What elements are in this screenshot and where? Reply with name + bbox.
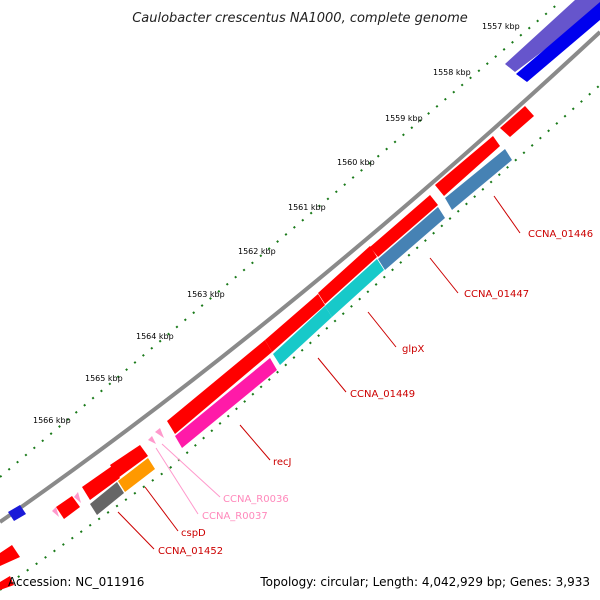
cds-reverse-1557-outer[interactable] xyxy=(505,0,600,72)
scale-label-1566: 1566 kbp xyxy=(33,416,71,425)
scale-label-1560: 1560 kbp xyxy=(337,158,375,167)
rna-small-1565[interactable] xyxy=(74,492,81,503)
gene-label-ccna-01446[interactable]: CCNA_01446 xyxy=(528,229,593,240)
leader-ccna-01452 xyxy=(117,511,155,550)
cds-reverse-ccna-01446[interactable] xyxy=(445,149,512,210)
accession-text: Accession: NC_011916 xyxy=(8,575,144,589)
scale-label-1564: 1564 kbp xyxy=(136,332,174,341)
outer-tick-ring xyxy=(0,1,561,478)
cds-reverse-1566[interactable] xyxy=(8,505,26,521)
gene-label-recj[interactable]: recJ xyxy=(273,457,292,468)
cds-reverse-recj[interactable] xyxy=(175,358,277,448)
gene-label-ccna-r0036[interactable]: CCNA_R0036 xyxy=(223,494,289,505)
scale-label-1561: 1561 kbp xyxy=(288,203,326,212)
cds-forward-ccna-01447[interactable] xyxy=(370,195,438,257)
cds-reverse-1557-inner[interactable] xyxy=(516,2,600,82)
cds-forward-1566a[interactable] xyxy=(56,496,80,519)
scale-label-1563: 1563 kbp xyxy=(187,290,225,299)
cds-reverse-1566-tail[interactable] xyxy=(0,576,14,590)
leader-r0037 xyxy=(155,447,199,515)
inner-tick-ring-upper xyxy=(169,84,600,469)
rna-r0036[interactable] xyxy=(155,428,164,438)
cds-reverse-ccna-01447[interactable] xyxy=(378,207,445,270)
leader-ccna-01447 xyxy=(429,257,459,294)
cds-forward-1566b[interactable] xyxy=(0,545,20,566)
cds-reverse-ccna-01449[interactable] xyxy=(273,306,332,365)
gene-label-ccna-01452[interactable]: CCNA_01452 xyxy=(158,546,223,557)
inner-tick-ring-lower xyxy=(0,467,171,591)
leader-glpx xyxy=(367,311,397,348)
scale-label-1559: 1559 kbp xyxy=(385,114,423,123)
label-leaders xyxy=(117,195,521,550)
rna-small-1566[interactable] xyxy=(52,507,59,517)
scale-label-1557: 1557 kbp xyxy=(482,22,520,31)
scale-label-1562: 1562 kbp xyxy=(238,247,276,256)
gene-label-ccna-01449[interactable]: CCNA_01449 xyxy=(350,389,415,400)
cds-reverse-ccna-01452[interactable] xyxy=(90,482,124,515)
leader-ccna-01449 xyxy=(317,357,347,393)
cds-forward-1563[interactable] xyxy=(265,294,325,352)
rna-r0037[interactable] xyxy=(148,436,156,444)
leader-recj xyxy=(239,424,271,461)
cds-reverse-glpx[interactable] xyxy=(325,259,384,317)
leader-cspd xyxy=(144,486,179,532)
genome-summary-text: Topology: circular; Length: 4,042,929 bp… xyxy=(259,575,590,589)
cds-forward-1559[interactable] xyxy=(500,106,534,137)
cds-forward-glpx[interactable] xyxy=(318,246,377,304)
scale-label-1565: 1565 kbp xyxy=(85,374,123,383)
cds-forward-1565a[interactable] xyxy=(110,445,148,478)
scale-labels: 1557 kbp 1558 kbp 1559 kbp 1560 kbp 1561… xyxy=(33,22,520,425)
leader-r0036 xyxy=(161,443,221,498)
gene-labels: CCNA_01446 CCNA_01447 glpX CCNA_01449 re… xyxy=(158,229,593,557)
scale-label-1558: 1558 kbp xyxy=(433,68,471,77)
gene-label-glpx[interactable]: glpX xyxy=(402,344,424,355)
gene-label-cspd[interactable]: cspD xyxy=(181,528,206,539)
gene-label-ccna-01447[interactable]: CCNA_01447 xyxy=(464,289,529,300)
cds-forward-ccna-01446[interactable] xyxy=(435,136,500,196)
cds-forward-1565b[interactable] xyxy=(82,466,120,500)
genome-backbone xyxy=(0,30,600,524)
gene-label-ccna-r0037[interactable]: CCNA_R0037 xyxy=(202,511,268,522)
map-title: Caulobacter crescentus NA1000, complete … xyxy=(132,11,468,26)
cds-reverse-cspd[interactable] xyxy=(118,458,155,492)
leader-ccna-01446 xyxy=(493,195,521,234)
cds-forward-reci[interactable] xyxy=(167,340,272,434)
